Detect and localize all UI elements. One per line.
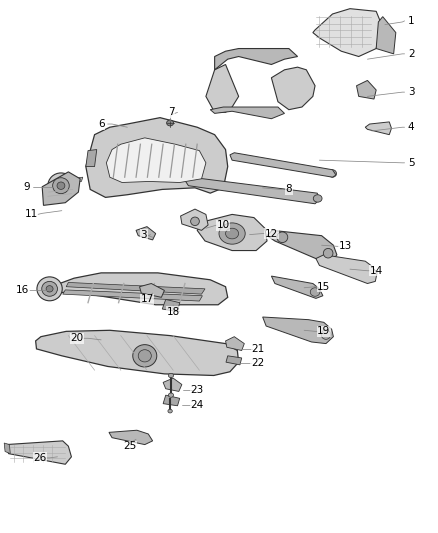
Polygon shape bbox=[215, 49, 297, 70]
Polygon shape bbox=[316, 255, 377, 284]
Polygon shape bbox=[52, 273, 228, 305]
Polygon shape bbox=[140, 284, 164, 297]
Polygon shape bbox=[263, 317, 333, 344]
Ellipse shape bbox=[166, 120, 173, 126]
Text: 3: 3 bbox=[141, 230, 147, 240]
Text: 11: 11 bbox=[25, 209, 38, 220]
Polygon shape bbox=[42, 172, 80, 205]
Text: 12: 12 bbox=[265, 229, 278, 239]
Polygon shape bbox=[357, 80, 376, 99]
Polygon shape bbox=[206, 64, 239, 112]
Ellipse shape bbox=[219, 223, 245, 244]
Ellipse shape bbox=[323, 248, 333, 258]
Ellipse shape bbox=[53, 177, 69, 193]
Text: 22: 22 bbox=[251, 358, 264, 368]
Polygon shape bbox=[376, 17, 396, 54]
Polygon shape bbox=[109, 430, 152, 445]
Text: 7: 7 bbox=[168, 107, 174, 117]
Text: 2: 2 bbox=[408, 49, 414, 59]
Ellipse shape bbox=[37, 277, 62, 301]
Polygon shape bbox=[313, 9, 381, 56]
Polygon shape bbox=[230, 153, 336, 177]
Text: 3: 3 bbox=[408, 87, 414, 97]
Polygon shape bbox=[365, 122, 392, 135]
Ellipse shape bbox=[138, 350, 151, 362]
Ellipse shape bbox=[328, 169, 336, 177]
Ellipse shape bbox=[168, 373, 173, 377]
Polygon shape bbox=[272, 67, 315, 110]
Polygon shape bbox=[226, 356, 242, 365]
Text: 6: 6 bbox=[98, 119, 104, 129]
Polygon shape bbox=[163, 395, 180, 406]
Ellipse shape bbox=[277, 232, 288, 243]
Polygon shape bbox=[6, 441, 71, 464]
Polygon shape bbox=[267, 230, 337, 262]
Text: 21: 21 bbox=[252, 344, 265, 354]
Text: 26: 26 bbox=[33, 453, 46, 463]
Text: 17: 17 bbox=[140, 294, 154, 304]
Ellipse shape bbox=[57, 182, 65, 189]
Polygon shape bbox=[106, 138, 206, 182]
Text: 5: 5 bbox=[408, 158, 414, 168]
Polygon shape bbox=[162, 300, 180, 312]
Polygon shape bbox=[180, 209, 208, 230]
Polygon shape bbox=[86, 118, 228, 197]
Text: 19: 19 bbox=[317, 326, 330, 336]
Text: 23: 23 bbox=[191, 385, 204, 395]
Polygon shape bbox=[63, 290, 202, 301]
Text: 1: 1 bbox=[408, 16, 414, 26]
Ellipse shape bbox=[46, 286, 53, 292]
Polygon shape bbox=[136, 227, 155, 240]
Text: 25: 25 bbox=[123, 441, 136, 451]
Polygon shape bbox=[4, 443, 11, 454]
Polygon shape bbox=[66, 282, 205, 294]
Polygon shape bbox=[226, 337, 244, 351]
Text: 18: 18 bbox=[166, 306, 180, 317]
Text: 8: 8 bbox=[286, 184, 292, 195]
Polygon shape bbox=[272, 276, 323, 298]
Ellipse shape bbox=[48, 173, 74, 198]
Polygon shape bbox=[86, 150, 97, 166]
Text: 16: 16 bbox=[16, 286, 29, 295]
Ellipse shape bbox=[133, 345, 157, 367]
Text: 10: 10 bbox=[217, 220, 230, 230]
Ellipse shape bbox=[168, 409, 172, 413]
Polygon shape bbox=[35, 330, 239, 375]
Ellipse shape bbox=[42, 281, 57, 296]
Text: 13: 13 bbox=[339, 241, 352, 251]
Polygon shape bbox=[185, 177, 319, 204]
Ellipse shape bbox=[310, 288, 320, 296]
Ellipse shape bbox=[191, 217, 199, 225]
Text: 15: 15 bbox=[317, 282, 330, 292]
Polygon shape bbox=[210, 107, 285, 119]
Ellipse shape bbox=[321, 330, 331, 340]
Text: 20: 20 bbox=[71, 333, 84, 343]
Text: 4: 4 bbox=[408, 122, 414, 132]
Ellipse shape bbox=[313, 195, 322, 202]
Ellipse shape bbox=[168, 393, 173, 397]
Text: 14: 14 bbox=[370, 266, 383, 276]
Polygon shape bbox=[163, 378, 182, 391]
Polygon shape bbox=[197, 214, 267, 251]
Polygon shape bbox=[68, 177, 83, 182]
Text: 24: 24 bbox=[191, 400, 204, 410]
Text: 9: 9 bbox=[24, 182, 30, 192]
Ellipse shape bbox=[226, 228, 239, 239]
